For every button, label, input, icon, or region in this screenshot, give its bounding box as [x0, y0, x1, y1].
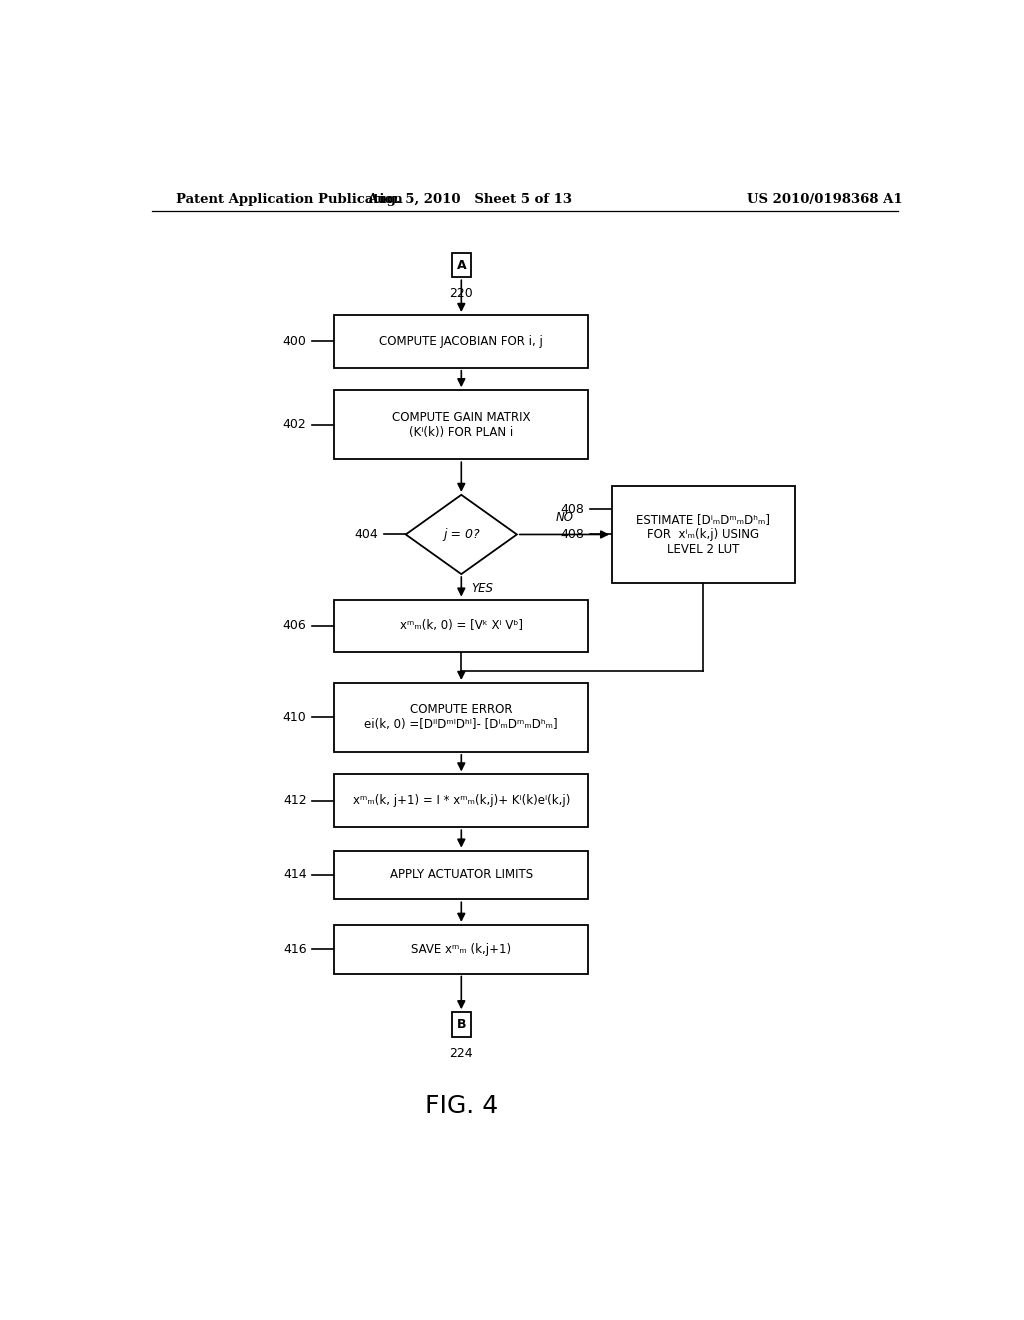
- Text: Patent Application Publication: Patent Application Publication: [176, 193, 402, 206]
- Text: 400: 400: [283, 335, 306, 348]
- Text: A: A: [457, 259, 466, 272]
- Text: 224: 224: [450, 1047, 473, 1060]
- FancyBboxPatch shape: [334, 599, 588, 652]
- Text: COMPUTE JACOBIAN FOR i, j: COMPUTE JACOBIAN FOR i, j: [379, 335, 544, 348]
- Text: 414: 414: [283, 869, 306, 882]
- Text: 412: 412: [283, 795, 306, 808]
- Text: YES: YES: [471, 582, 493, 595]
- FancyBboxPatch shape: [452, 1012, 471, 1036]
- FancyBboxPatch shape: [334, 775, 588, 828]
- Text: 416: 416: [283, 942, 306, 956]
- Text: xᵐₘ(k, j+1) = I * xᵐₘ(k,j)+ Kⁱ(k)eⁱ(k,j): xᵐₘ(k, j+1) = I * xᵐₘ(k,j)+ Kⁱ(k)eⁱ(k,j): [352, 795, 570, 808]
- Polygon shape: [406, 495, 517, 574]
- Text: 404: 404: [354, 528, 378, 541]
- Text: US 2010/0198368 A1: US 2010/0198368 A1: [748, 193, 902, 206]
- Text: 408: 408: [560, 503, 585, 516]
- Text: ESTIMATE [DⁱₘDᵐₘDʰₘ]
FOR  xⁱₘ(k,j) USING
LEVEL 2 LUT: ESTIMATE [DⁱₘDᵐₘDʰₘ] FOR xⁱₘ(k,j) USING …: [636, 513, 770, 556]
- FancyBboxPatch shape: [334, 682, 588, 752]
- Text: B: B: [457, 1018, 466, 1031]
- Text: 410: 410: [283, 711, 306, 723]
- FancyBboxPatch shape: [612, 486, 795, 582]
- FancyBboxPatch shape: [334, 315, 588, 368]
- Text: xᵐₘ(k, 0) = [Vᵏ Xⁱ Vᵇ]: xᵐₘ(k, 0) = [Vᵏ Xⁱ Vᵇ]: [399, 619, 523, 632]
- FancyBboxPatch shape: [334, 925, 588, 974]
- Text: SAVE xᵐₘ (k,j+1): SAVE xᵐₘ (k,j+1): [412, 942, 511, 956]
- Text: NO: NO: [555, 511, 573, 524]
- Text: APPLY ACTUATOR LIMITS: APPLY ACTUATOR LIMITS: [390, 869, 532, 882]
- Text: 402: 402: [283, 418, 306, 432]
- Text: 406: 406: [283, 619, 306, 632]
- Text: Aug. 5, 2010   Sheet 5 of 13: Aug. 5, 2010 Sheet 5 of 13: [367, 193, 571, 206]
- Text: COMPUTE GAIN MATRIX
(Kⁱ(k)) FOR PLAN i: COMPUTE GAIN MATRIX (Kⁱ(k)) FOR PLAN i: [392, 411, 530, 438]
- FancyBboxPatch shape: [334, 391, 588, 459]
- FancyBboxPatch shape: [452, 253, 471, 277]
- Text: 408: 408: [560, 528, 585, 541]
- Text: j = 0?: j = 0?: [443, 528, 479, 541]
- Text: 220: 220: [450, 288, 473, 301]
- FancyBboxPatch shape: [334, 850, 588, 899]
- Text: FIG. 4: FIG. 4: [425, 1094, 498, 1118]
- Text: COMPUTE ERROR
ei(k, 0) =[DⁱᴵDᵐᴵDʰᴵ]- [DⁱₘDᵐₘDʰₘ]: COMPUTE ERROR ei(k, 0) =[DⁱᴵDᵐᴵDʰᴵ]- [Dⁱ…: [365, 704, 558, 731]
